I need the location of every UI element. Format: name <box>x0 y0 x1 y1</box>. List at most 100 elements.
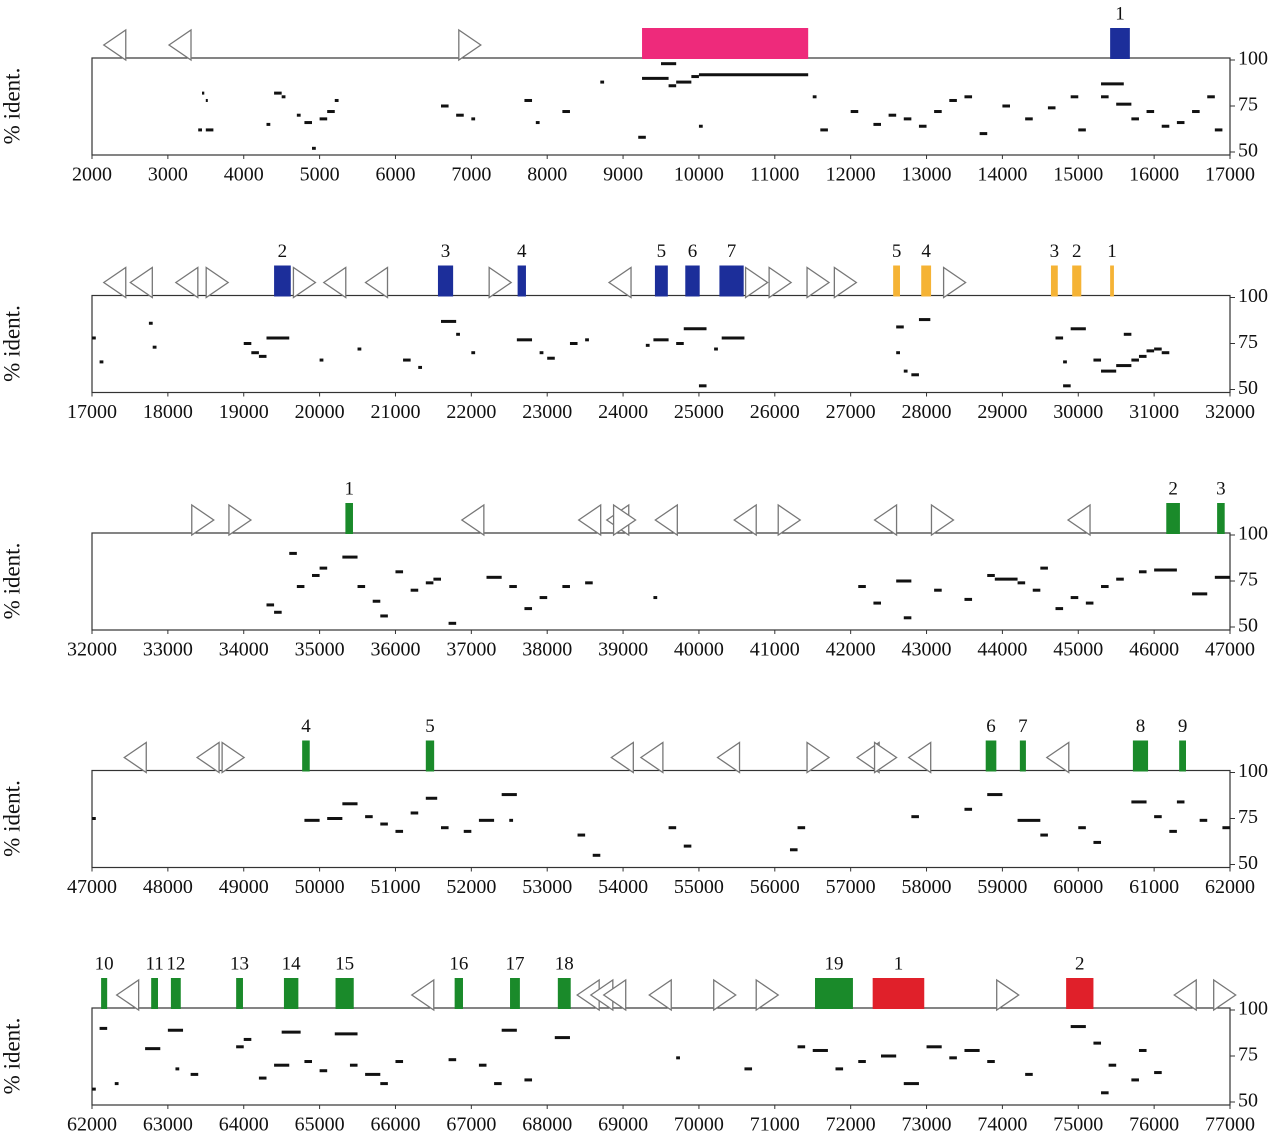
x-tick-label: 4000 <box>224 164 264 186</box>
exon <box>893 265 900 297</box>
x-tick-label: 30000 <box>1053 401 1103 423</box>
exon-label: 1 <box>1107 241 1117 262</box>
exon <box>517 265 526 297</box>
x-tick-label: 18000 <box>143 401 193 423</box>
x-tick-label: 54000 <box>598 876 648 898</box>
exon-label: 18 <box>555 953 574 974</box>
repeat-arrow <box>907 741 932 774</box>
x-tick-label: 34000 <box>219 639 269 661</box>
exon <box>335 978 354 1009</box>
exon-label: 9 <box>1178 716 1188 737</box>
x-tick-label: 75000 <box>1053 1114 1103 1136</box>
exon <box>302 740 310 772</box>
exon-label: 6 <box>688 241 698 262</box>
x-tick-label: 76000 <box>1129 1114 1179 1136</box>
exon-label: 2 <box>1075 953 1085 974</box>
exon-label: 5 <box>892 241 902 262</box>
x-tick-label: 38000 <box>522 639 572 661</box>
repeat-arrow <box>195 741 220 774</box>
repeat-arrow <box>1045 741 1070 774</box>
x-tick-label: 67000 <box>446 1114 496 1136</box>
repeat-arrow <box>930 503 955 537</box>
repeat-arrow <box>654 503 678 537</box>
repeat-arrow <box>610 741 634 774</box>
y-axis-label: % ident. <box>0 780 24 857</box>
exon-label: 4 <box>517 241 527 262</box>
exon <box>101 978 108 1009</box>
y-tick-label: 50 <box>1238 140 1258 162</box>
exon <box>1217 503 1225 534</box>
x-tick-label: 60000 <box>1053 876 1103 898</box>
repeat-arrow <box>648 978 672 1012</box>
x-tick-label: 47000 <box>67 876 117 898</box>
exon-label: 1 <box>894 953 904 974</box>
x-tick-label: 32000 <box>1205 401 1255 423</box>
y-tick-label: 75 <box>1238 569 1258 591</box>
x-tick-label: 39000 <box>598 639 648 661</box>
exon-label: 3 <box>1216 478 1226 499</box>
exon-label: 8 <box>1136 716 1146 737</box>
exon <box>170 978 181 1009</box>
exon <box>1066 978 1094 1009</box>
x-tick-label: 65000 <box>295 1114 345 1136</box>
x-tick-label: 8000 <box>527 164 567 186</box>
repeat-arrow <box>102 28 127 62</box>
y-tick-label: 50 <box>1238 1090 1258 1112</box>
exon-label: 17 <box>505 953 524 974</box>
x-tick-label: 46000 <box>1129 639 1179 661</box>
repeat-arrow <box>873 503 898 537</box>
exon <box>557 978 571 1009</box>
x-tick-label: 23000 <box>522 401 572 423</box>
exon-label: 4 <box>301 716 311 737</box>
y-tick-label: 100 <box>1238 285 1268 307</box>
exon <box>274 265 291 297</box>
exon-label: 13 <box>230 953 249 974</box>
x-tick-label: 11000 <box>750 164 799 186</box>
exon <box>1132 740 1149 772</box>
x-tick-label: 2000 <box>72 164 112 186</box>
exon <box>1166 503 1180 534</box>
repeat-arrow <box>806 741 831 774</box>
exon <box>425 740 435 772</box>
y-axis-label: % ident. <box>0 305 24 382</box>
y-tick-label: 75 <box>1238 1044 1258 1066</box>
x-tick-label: 21000 <box>370 401 420 423</box>
exon <box>685 265 700 297</box>
repeat-arrow <box>639 741 664 774</box>
repeat-arrow <box>996 978 1020 1012</box>
x-tick-label: 15000 <box>1053 164 1103 186</box>
plot-frame <box>91 769 1231 869</box>
y-tick-label: 100 <box>1238 48 1268 70</box>
exon-label: 14 <box>282 953 302 974</box>
repeat-arrow <box>167 28 192 62</box>
repeat-arrow <box>488 266 513 299</box>
exon <box>872 978 925 1009</box>
repeat-arrow <box>602 978 627 1012</box>
repeat-arrow <box>768 266 793 299</box>
y-tick-label: 75 <box>1238 94 1258 116</box>
exon <box>510 978 520 1009</box>
x-tick-label: 19000 <box>219 401 269 423</box>
x-tick-label: 74000 <box>977 1114 1027 1136</box>
x-tick-label: 20000 <box>295 401 345 423</box>
x-tick-label: 43000 <box>902 639 952 661</box>
x-tick-label: 57000 <box>826 876 876 898</box>
x-tick-label: 47000 <box>1205 639 1255 661</box>
repeat-arrow <box>115 978 140 1012</box>
exon-label: 7 <box>727 241 737 262</box>
x-tick-label: 33000 <box>143 639 193 661</box>
repeat-arrow <box>744 266 769 299</box>
exon-label: 1 <box>1115 3 1125 24</box>
x-tick-label: 3000 <box>148 164 188 186</box>
repeat-arrow <box>460 503 485 537</box>
repeat-arrow <box>228 503 253 537</box>
exon-label: 15 <box>335 953 354 974</box>
x-tick-label: 50000 <box>295 876 345 898</box>
x-tick-label: 55000 <box>674 876 724 898</box>
exon-label: 2 <box>1168 478 1178 499</box>
x-tick-label: 66000 <box>370 1114 420 1136</box>
x-tick-label: 5000 <box>300 164 340 186</box>
x-tick-label: 70000 <box>674 1114 724 1136</box>
exon <box>1019 740 1026 772</box>
